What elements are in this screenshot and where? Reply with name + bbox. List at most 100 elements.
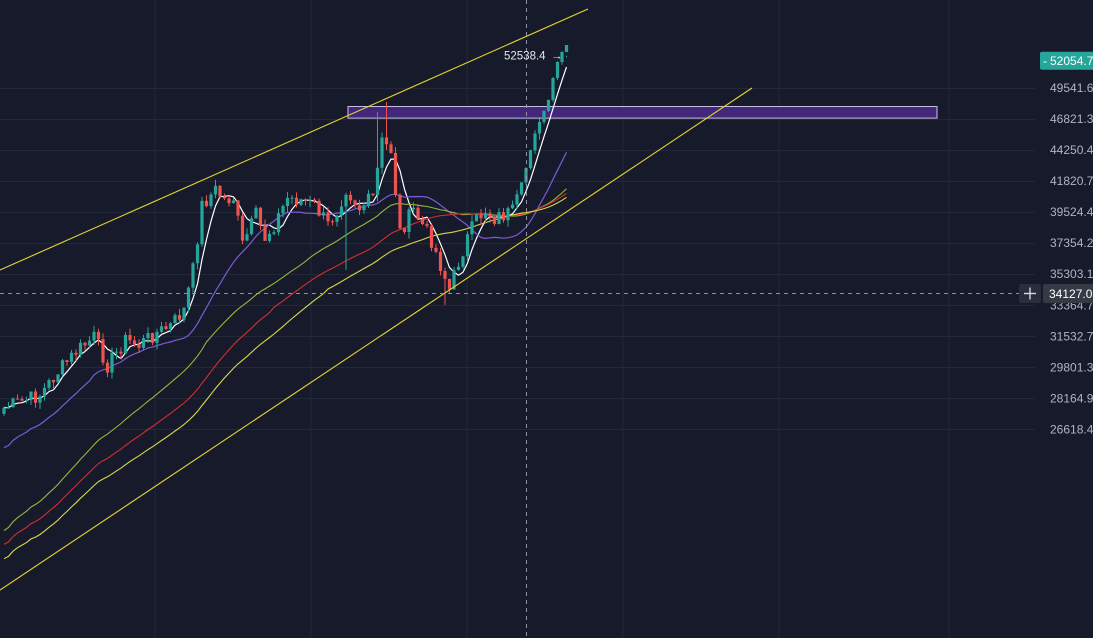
candle-up <box>69 352 74 362</box>
candle-down <box>425 224 429 226</box>
candle-up <box>515 194 519 205</box>
y-tick-label: 31532.7 <box>1050 329 1093 343</box>
candle-up <box>182 307 186 320</box>
candle-up <box>38 396 42 403</box>
resistance-zone-layer <box>347 106 938 119</box>
candle-down <box>353 200 357 206</box>
candle-down <box>492 216 497 224</box>
candle-up <box>267 233 272 241</box>
candles <box>2 45 569 416</box>
candle-down <box>65 360 69 362</box>
candle-down <box>74 352 78 355</box>
candle-down <box>227 198 231 204</box>
candle-up <box>213 185 218 195</box>
candle-up <box>56 374 60 383</box>
last-price-marker: - <box>1043 54 1047 68</box>
price-axis[interactable]: 49541.6 46821.3 44250.4 41820.7 39524.4 37354… <box>1019 51 1093 437</box>
candle-up <box>110 352 114 373</box>
candle-up <box>141 338 146 348</box>
candle-up <box>123 335 128 354</box>
y-tick-label: 44250.4 <box>1050 143 1093 157</box>
candle-down <box>357 205 362 211</box>
candle-down <box>128 335 132 341</box>
y-tick-label: 29801.3 <box>1050 360 1093 374</box>
candle-up <box>42 387 47 397</box>
candle-down <box>443 270 447 279</box>
candle-down <box>137 344 141 348</box>
last-price-tag <box>1040 51 1093 70</box>
candle-down <box>204 200 209 207</box>
candle-down <box>101 339 105 363</box>
y-tick-label: 41820.7 <box>1050 174 1093 188</box>
candle-up <box>146 333 150 339</box>
candle-up <box>483 213 488 219</box>
candle-down <box>105 362 110 373</box>
candle-down <box>164 326 168 330</box>
candle-down <box>402 228 407 232</box>
y-tick-label: 26618.4 <box>1050 422 1093 436</box>
candle-down <box>240 215 245 241</box>
candle-up <box>209 194 213 207</box>
last-price-value: 52054.7 <box>1050 54 1093 68</box>
candle-up <box>186 287 191 308</box>
candle-up <box>2 407 6 414</box>
candle-up <box>497 212 501 224</box>
candle-down <box>263 225 267 241</box>
crosshair-price-value: 34127.0 <box>1049 287 1093 301</box>
candle-up <box>276 213 281 233</box>
candle-up <box>24 399 29 401</box>
crosshair-price-tag <box>1043 284 1093 303</box>
resistance-zone <box>347 106 938 119</box>
candle-up <box>173 315 177 324</box>
candle-down <box>218 185 222 197</box>
candle-up <box>290 197 294 199</box>
candle-down <box>317 200 321 216</box>
candle-up <box>411 207 416 210</box>
candle-down <box>438 251 443 271</box>
candle-up <box>528 150 533 169</box>
candle-down <box>398 194 402 229</box>
candle-up <box>78 342 83 355</box>
y-tick-label: 37354.2 <box>1050 236 1093 250</box>
candle-up <box>281 206 285 214</box>
candle-down <box>384 137 389 145</box>
candle-up <box>452 270 456 290</box>
candle-up <box>510 204 515 209</box>
candle-up <box>11 398 15 408</box>
candle-up <box>254 207 258 219</box>
candle-up <box>560 52 564 62</box>
candle-up <box>533 133 537 151</box>
candle-up <box>461 256 465 267</box>
candle-up <box>249 218 254 235</box>
candle-up <box>245 234 249 241</box>
candle-up <box>168 323 173 330</box>
candle-down <box>258 207 263 226</box>
candle-up <box>470 221 474 235</box>
candle-up <box>375 167 380 196</box>
candle-up <box>564 45 569 52</box>
candle-down <box>33 391 38 403</box>
trendlines <box>0 8 753 591</box>
candle-up <box>537 122 542 134</box>
high-price-arrow: → <box>551 51 563 63</box>
candle-up <box>92 331 96 341</box>
candle-up <box>47 380 51 388</box>
ma-20-line <box>3 152 568 449</box>
candle-up <box>506 208 510 221</box>
ma-72-line <box>3 196 567 560</box>
lower-trendline <box>0 87 753 591</box>
candle-down <box>51 380 56 383</box>
candle-down <box>83 342 87 346</box>
candle-up <box>456 266 461 271</box>
y-tick-label: 49541.6 <box>1050 81 1093 95</box>
candle-down <box>96 331 101 340</box>
candle-down <box>312 199 317 201</box>
candle-up <box>335 215 339 222</box>
candle-up <box>519 182 524 195</box>
candle-up <box>555 62 560 78</box>
y-tick-label: 35303.1 <box>1050 267 1093 281</box>
candle-down <box>501 212 506 221</box>
candle-down <box>479 214 483 219</box>
